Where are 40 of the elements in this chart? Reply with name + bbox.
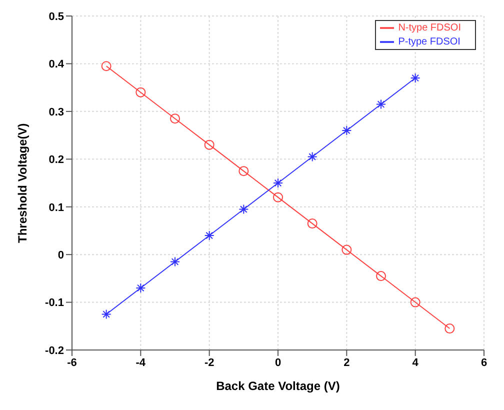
point — [273, 178, 283, 188]
point — [342, 244, 352, 255]
x-tick-label: -6 — [67, 356, 77, 369]
point — [238, 204, 249, 214]
y-axis-title: Threshold Voltage(V) — [15, 123, 30, 243]
point — [273, 192, 283, 202]
point — [376, 99, 386, 110]
x-tick-label: 0 — [274, 356, 282, 369]
point — [307, 218, 318, 229]
x-tick-label: -2 — [204, 356, 214, 369]
point — [170, 114, 180, 124]
point — [101, 309, 112, 320]
x-axis-title: Back Gate Voltage (V) — [216, 379, 340, 393]
y-tick-label: -0.1 — [45, 297, 64, 310]
x-tick-label: 2 — [344, 356, 350, 369]
y-tick-label: -0.2 — [45, 344, 64, 357]
y-tick-label: 0.3 — [48, 106, 64, 118]
point — [444, 324, 455, 334]
legend-label: N-type FDSOI — [398, 22, 461, 34]
point — [101, 61, 112, 72]
point — [410, 297, 420, 308]
point — [342, 126, 352, 136]
x-tick-label: -4 — [136, 356, 146, 369]
y-tick-label: 0.1 — [48, 202, 64, 214]
y-tick-label: 0 — [58, 249, 64, 262]
point — [376, 271, 386, 282]
x-tick-label: 4 — [412, 356, 420, 369]
point — [136, 282, 146, 293]
y-tick-label: 0.4 — [48, 58, 65, 71]
point — [238, 166, 249, 176]
point — [204, 230, 214, 240]
y-tick-label: 0.5 — [48, 10, 64, 23]
legend-label: P-type FDSOI — [398, 36, 460, 48]
y-tick-label: 0.2 — [48, 154, 64, 166]
point — [307, 152, 318, 162]
point — [410, 73, 420, 84]
point — [204, 140, 214, 150]
point — [136, 87, 146, 98]
x-tick-label: 6 — [480, 356, 488, 369]
point — [170, 256, 180, 267]
